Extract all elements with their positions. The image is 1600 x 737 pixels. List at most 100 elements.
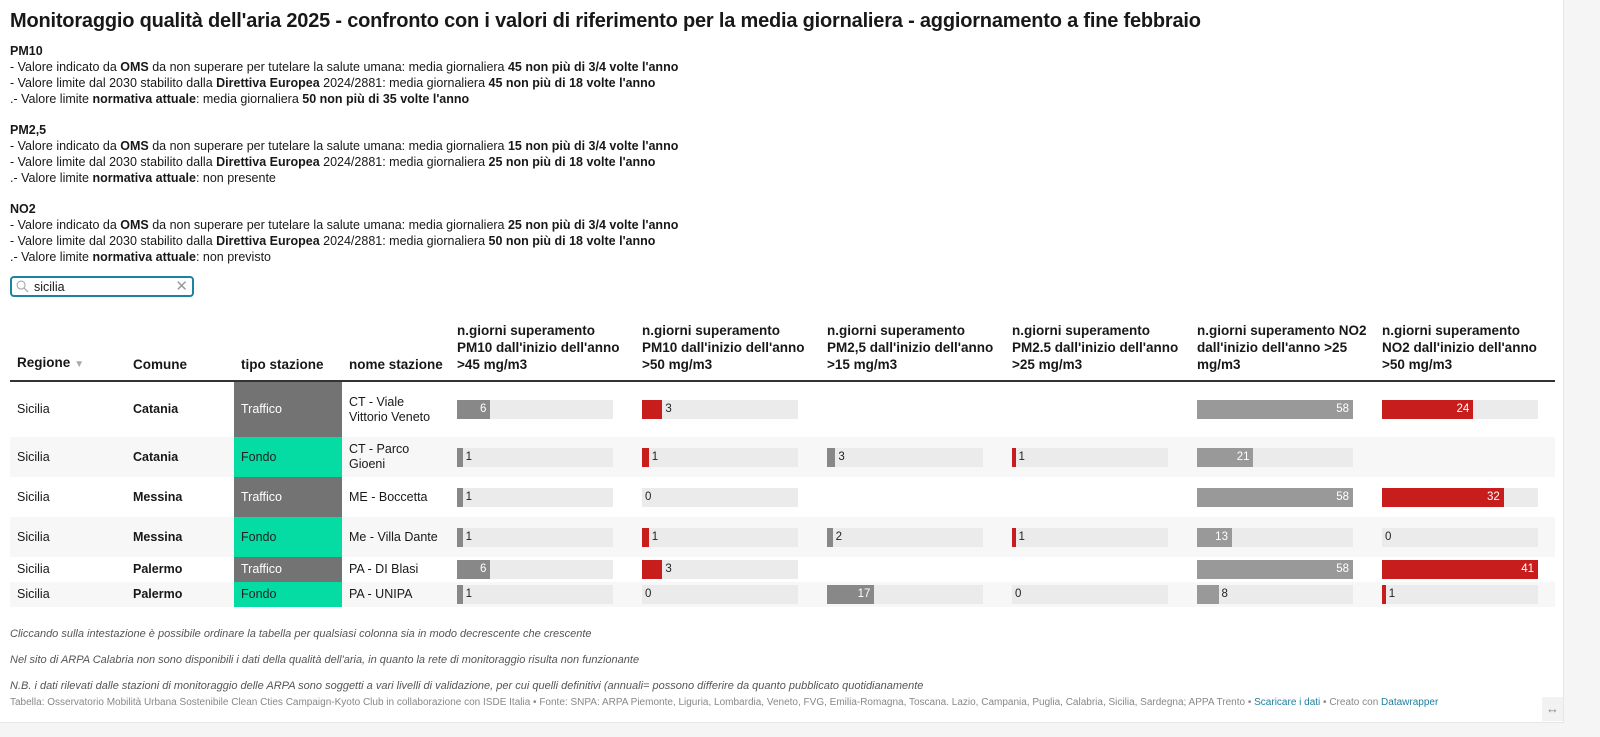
bar-track: 1: [457, 487, 613, 507]
bar-fill: [457, 560, 491, 579]
cell-nome: Me - Villa Dante: [342, 517, 450, 557]
cell-bar: 0: [635, 477, 820, 517]
bar-fill: [1382, 400, 1474, 419]
column-header[interactable]: n.giorni superamento PM10 dall'inizio de…: [635, 322, 820, 382]
cell-bar: 1: [450, 437, 635, 477]
bar-value: 1: [465, 588, 472, 600]
column-header[interactable]: n.giorni superamento PM2.5 dall'inizio d…: [1005, 322, 1190, 382]
column-header[interactable]: n.giorni superamento NO2 dall'inizio del…: [1190, 322, 1375, 382]
bar-fill: [827, 585, 875, 604]
cell-bar: 58: [1190, 477, 1375, 517]
footer: Tabella: Osservatorio Mobilità Urbana So…: [10, 697, 1438, 708]
cell-bar: 32: [1375, 477, 1555, 517]
bar-track: 1: [457, 527, 613, 547]
cell-tipo: Traffico: [234, 381, 342, 437]
intro-line-part: 15 non più di 3/4 volte l'anno: [507, 139, 679, 153]
search-icon: [16, 280, 29, 293]
bar-value: 17: [857, 588, 871, 600]
bar-value: 1: [651, 530, 659, 543]
cell-regione: Sicilia: [17, 489, 50, 504]
intro-line-part: da non superare per tutelare la salute u…: [148, 60, 508, 74]
column-header[interactable]: n.giorni superamento PM10 dall'inizio de…: [450, 322, 635, 382]
intro-line: .- Valore limite normativa attuale: non …: [10, 249, 678, 265]
cell-bar: 41: [1375, 557, 1555, 582]
bar-track: 6: [457, 560, 613, 579]
cell-bar: [820, 381, 1005, 437]
intro-line-part: 50 non più di 18 volte l'anno: [488, 234, 656, 248]
intro-line-part: normativa attuale: [92, 92, 196, 106]
column-header-label: n.giorni superamento PM2,5 dall'inizio d…: [827, 323, 994, 372]
cell-bar: [1005, 557, 1190, 582]
bar-track: 21: [1197, 447, 1353, 467]
column-header-label: n.giorni superamento PM2.5 dall'inizio d…: [1012, 323, 1179, 372]
cell-tipo: Fondo: [234, 517, 342, 557]
bar-track: 2: [827, 527, 983, 547]
cell-regione: Sicilia: [10, 437, 126, 477]
cell-tipo: Fondo: [234, 437, 342, 477]
intro-line-part: - Valore limite dal 2030 stabilito dalla: [10, 155, 217, 169]
bar-fill: [1197, 585, 1219, 604]
column-header[interactable]: Comune: [126, 322, 234, 382]
bar-fill: [1382, 585, 1386, 604]
column-header[interactable]: Regione ▼: [10, 322, 126, 382]
bar-track: 1: [1382, 585, 1538, 604]
cell-bar: [1005, 381, 1190, 437]
bar-track: 0: [1012, 585, 1168, 604]
cell-bar: 6: [450, 557, 635, 582]
bar-value: 21: [1236, 450, 1250, 463]
cell-bar: 1: [450, 517, 635, 557]
search-input[interactable]: [34, 279, 174, 295]
cell-bar: 13: [1190, 517, 1375, 557]
bar-fill: [457, 487, 463, 507]
note-text: Nel sito di ARPA Calabria non sono dispo…: [10, 654, 640, 666]
resize-icon[interactable]: ↔: [1542, 697, 1563, 721]
intro-line: - Valore indicato da OMS da non superare…: [10, 138, 678, 154]
bar-value: 1: [1018, 530, 1025, 543]
note-text: N.B. i dati rilevati dalle stazioni di m…: [10, 680, 924, 692]
intro-line-part: - Valore limite dal 2030 stabilito dalla: [10, 76, 217, 90]
bar-track: 1: [642, 447, 798, 467]
datawrapper-link[interactable]: Datawrapper: [1381, 697, 1439, 708]
intro-line-part: normativa attuale: [92, 250, 196, 264]
intro-line-part: da non superare per tutelare la salute u…: [148, 218, 508, 232]
cell-bar: [1005, 477, 1190, 517]
table-row: Sicilia Catania Traffico CT - Viale Vittori…: [10, 381, 1555, 437]
column-header[interactable]: n.giorni superamento NO2 dall'inizio del…: [1375, 322, 1555, 382]
intro-block: NO2- Valore indicato da OMS da non super…: [10, 201, 678, 265]
intro-line-part: .- Valore limite: [10, 92, 93, 106]
cell-comune: Catania: [126, 437, 234, 477]
cell-bar: 1: [1375, 582, 1555, 607]
bar-track: 6: [457, 400, 613, 419]
cell-bar: 1: [635, 517, 820, 557]
search-box[interactable]: ✕: [10, 276, 194, 297]
intro-line-part: normativa attuale: [92, 171, 196, 185]
cell-bar: 6: [450, 381, 635, 437]
column-header[interactable]: n.giorni superamento PM2,5 dall'inizio d…: [820, 322, 1005, 382]
close-icon[interactable]: ✕: [175, 278, 188, 295]
column-header-label: n.giorni superamento NO2 dall'inizio del…: [1197, 323, 1367, 372]
intro-heading: PM2,5: [10, 123, 47, 137]
intro-line-part: : media giornaliera: [195, 92, 303, 106]
intro-line-part: .- Valore limite: [10, 171, 93, 185]
intro-block: PM2,5- Valore indicato da OMS da non sup…: [10, 122, 678, 186]
bar-value: 8: [1221, 588, 1228, 600]
page-title: Monitoraggio qualità dell'aria 2025 - co…: [10, 10, 1201, 32]
download-data-link[interactable]: Scaricare i dati: [1254, 697, 1321, 708]
bar-fill: [1382, 560, 1538, 579]
bar-value: 3: [665, 403, 672, 415]
bar-track: 58: [1197, 560, 1353, 579]
bar-value: 0: [1385, 530, 1392, 543]
intro-text: PM10- Valore indicato da OMS da non supe…: [10, 43, 678, 280]
cell-tipo: Traffico: [234, 557, 342, 582]
bar-fill: [827, 527, 833, 547]
bar-fill: [642, 400, 663, 419]
intro-line-part: .- Valore limite: [10, 250, 93, 264]
bar-fill: [642, 447, 649, 467]
intro-line-part: 2024/2881: media giornaliera: [319, 234, 489, 248]
sort-arrow-icon: ▼: [74, 359, 85, 370]
table-row: Sicilia Catania Fondo CT - Parco Gioeni 1 1 3 1…: [10, 437, 1555, 477]
column-header-label: Comune: [133, 357, 187, 372]
column-header[interactable]: tipo stazione: [234, 322, 342, 382]
cell-bar: [820, 477, 1005, 517]
column-header[interactable]: nome stazione: [342, 322, 450, 382]
